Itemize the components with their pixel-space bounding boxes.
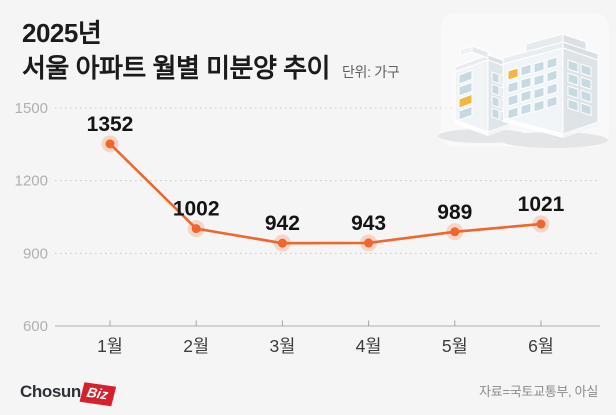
page-title: 서울 아파트 월별 미분양 추이 — [22, 53, 330, 83]
building-right — [502, 33, 599, 138]
x-axis-label-1: 1월 — [97, 336, 123, 356]
series-line — [108, 142, 543, 245]
window — [458, 69, 473, 85]
source-credit: 자료=국토교통부, 아실 — [479, 384, 598, 399]
data-point-2 — [191, 224, 201, 234]
unit-label: 단위: 가구 — [341, 64, 400, 80]
window-grid — [507, 56, 558, 120]
highlight-window — [507, 67, 519, 81]
x-axis-label-2: 2월 — [183, 336, 209, 356]
value-label-3: 942 — [265, 212, 300, 235]
y-axis-label-600: 600 — [23, 318, 48, 335]
apartment-buildings-illustration — [438, 13, 609, 148]
y-axis-label-900: 900 — [23, 245, 48, 262]
value-label-4: 943 — [351, 212, 386, 235]
title-year: 2025년 — [22, 18, 102, 48]
data-point-1 — [105, 139, 115, 149]
x-axis-label-6: 6월 — [528, 336, 554, 356]
chosunbiz-logo: Chosun Biz — [20, 382, 116, 407]
highlight-window — [458, 93, 473, 109]
data-point-4 — [364, 238, 374, 248]
y-axis-label-1200: 1200 — [15, 173, 48, 190]
data-point-3 — [277, 238, 287, 248]
logo-chosun-text: Chosun — [20, 382, 81, 401]
y-axis-label-1500: 1500 — [15, 100, 48, 117]
value-label-5: 989 — [437, 201, 472, 224]
logo-biz-badge: Biz — [79, 382, 116, 407]
value-label-1: 1352 — [87, 113, 134, 136]
x-axis-label-3: 3월 — [269, 336, 295, 356]
data-point-6 — [536, 219, 546, 229]
title-block: 2025년 서울 아파트 월별 미분양 추이 단위: 가구 — [22, 16, 400, 86]
window — [458, 105, 473, 121]
x-axis-label-4: 4월 — [356, 336, 382, 356]
window-grid — [567, 59, 592, 117]
value-label-6: 1021 — [518, 193, 565, 216]
value-label-2: 1002 — [173, 198, 220, 221]
window — [458, 81, 473, 97]
building-shadow — [500, 132, 608, 148]
data-point-5 — [450, 227, 460, 237]
x-axis-label-5: 5월 — [442, 336, 468, 356]
